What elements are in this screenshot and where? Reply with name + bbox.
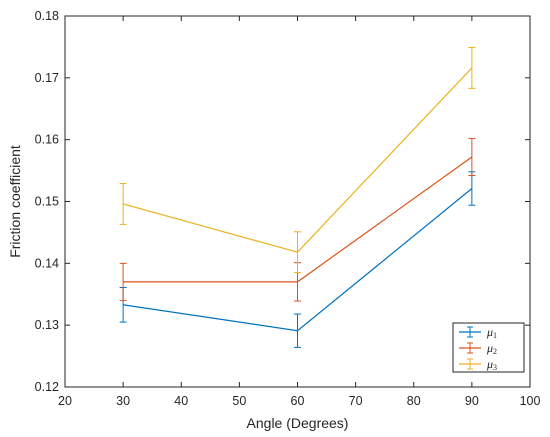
series-line [122, 67, 473, 253]
y-tick-label: 0.14 [35, 256, 59, 270]
y-tick-label: 0.16 [35, 133, 59, 147]
error-bar [119, 183, 127, 225]
y-axis: 0.12 0.13 0.14 0.15 0.16 0.17 0.18 [35, 9, 530, 394]
x-tick-label: 20 [58, 394, 72, 408]
x-tick-label: 100 [520, 394, 541, 408]
x-tick-label: 80 [407, 394, 421, 408]
series-2 [119, 137, 476, 302]
legend-label: μ1 [486, 325, 497, 340]
x-tick-label: 50 [232, 394, 246, 408]
series-3 [119, 47, 476, 274]
y-axis-label: Friction coefficient [7, 145, 23, 258]
legend-item: μ1 [459, 325, 497, 340]
x-tick-label: 90 [465, 394, 479, 408]
legend-label: μ2 [486, 341, 497, 356]
x-axis: 20 30 40 50 60 70 80 90 100 [58, 16, 540, 408]
error-bar [468, 137, 476, 177]
error-bar [294, 313, 301, 348]
legend-item: μ3 [459, 357, 497, 372]
x-tick-label: 40 [174, 394, 188, 408]
y-tick-label: 0.12 [35, 380, 59, 394]
error-bar [468, 47, 476, 89]
x-tick-label: 60 [291, 394, 305, 408]
y-tick-label: 0.18 [35, 9, 59, 23]
y-tick-label: 0.17 [35, 71, 59, 85]
y-tick-label: 0.15 [35, 195, 59, 209]
error-bar [468, 171, 476, 206]
x-tick-label: 70 [349, 394, 363, 408]
legend-label: μ3 [486, 357, 497, 372]
x-tick-label: 30 [116, 394, 130, 408]
legend-item: μ2 [459, 341, 497, 356]
x-axis-label: Angle (Degrees) [247, 415, 349, 431]
series-layer [119, 47, 476, 348]
error-bar [119, 262, 127, 301]
y-tick-label: 0.13 [35, 318, 59, 332]
error-bar [294, 231, 301, 274]
